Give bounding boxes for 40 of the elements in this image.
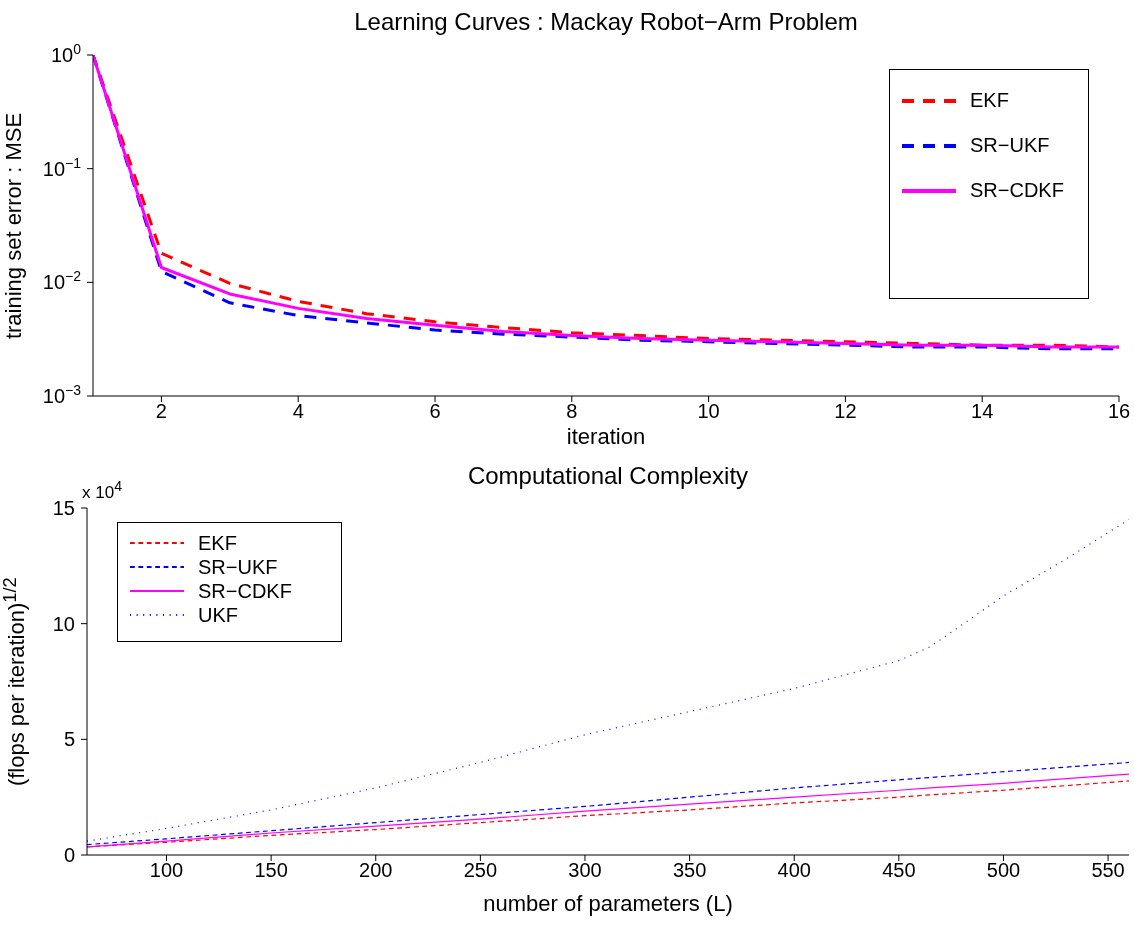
x-tick-label: 200 xyxy=(359,859,393,882)
y-tick-label: 10$^{−2}$ xyxy=(42,268,82,294)
x-tick-label: 10 xyxy=(697,400,720,423)
legend-label: SR−UKF xyxy=(970,134,1050,157)
y-tick-label: 10$^{0}$ xyxy=(50,41,82,66)
line-series xyxy=(87,761,1129,846)
text: x 10$^{4}$ xyxy=(82,478,123,503)
x-tick-label: 12 xyxy=(834,400,857,423)
x-axis-title: iteration xyxy=(565,424,647,450)
legend-label: SR−UKF xyxy=(198,555,278,579)
y-tick-label: 10 xyxy=(52,612,75,635)
y-tick-label: 0 xyxy=(63,844,75,866)
y-tick-label: 10$^{−3}$ xyxy=(42,382,82,407)
x-axis-title: number of parameters (L) xyxy=(482,891,734,917)
legend-label: EKF xyxy=(198,531,237,555)
chart-title: Computational Complexity xyxy=(467,462,749,489)
x-tick-label: 150 xyxy=(254,859,288,882)
legend-label: SR−CDKF xyxy=(970,179,1064,202)
x-tick-label: 16 xyxy=(1107,400,1131,423)
x-tick-label: 400 xyxy=(777,859,811,882)
legend-label: UKF xyxy=(198,603,238,627)
y-tick-label: 15 xyxy=(52,497,75,519)
x-tick-label: 350 xyxy=(672,859,707,882)
x-tick-label: 8 xyxy=(566,400,578,423)
y-axis-title: training set error : MSE xyxy=(1,112,27,339)
x-tick-label: 6 xyxy=(429,400,441,423)
legend-label: SR−CDKF xyxy=(198,579,292,603)
x-tick-label: 450 xyxy=(882,859,916,882)
x-tick-label: 100 xyxy=(149,859,184,882)
y-tick-label: 10$^{−1}$ xyxy=(42,154,82,180)
x-tick-label: 300 xyxy=(568,859,602,882)
chart-title: Learning Curves : Mackay Robot−Arm Problem xyxy=(353,8,859,36)
x-tick-label: 250 xyxy=(463,859,498,882)
x-tick-label: 550 xyxy=(1091,859,1125,882)
x-tick-label: 500 xyxy=(986,859,1021,882)
x-tick-label: 14 xyxy=(971,400,994,423)
x-tick-label: 4 xyxy=(292,400,304,423)
legend-label: EKF xyxy=(970,89,1009,112)
y-tick-label: 5 xyxy=(63,728,75,751)
x-tick-label: 2 xyxy=(155,400,167,423)
